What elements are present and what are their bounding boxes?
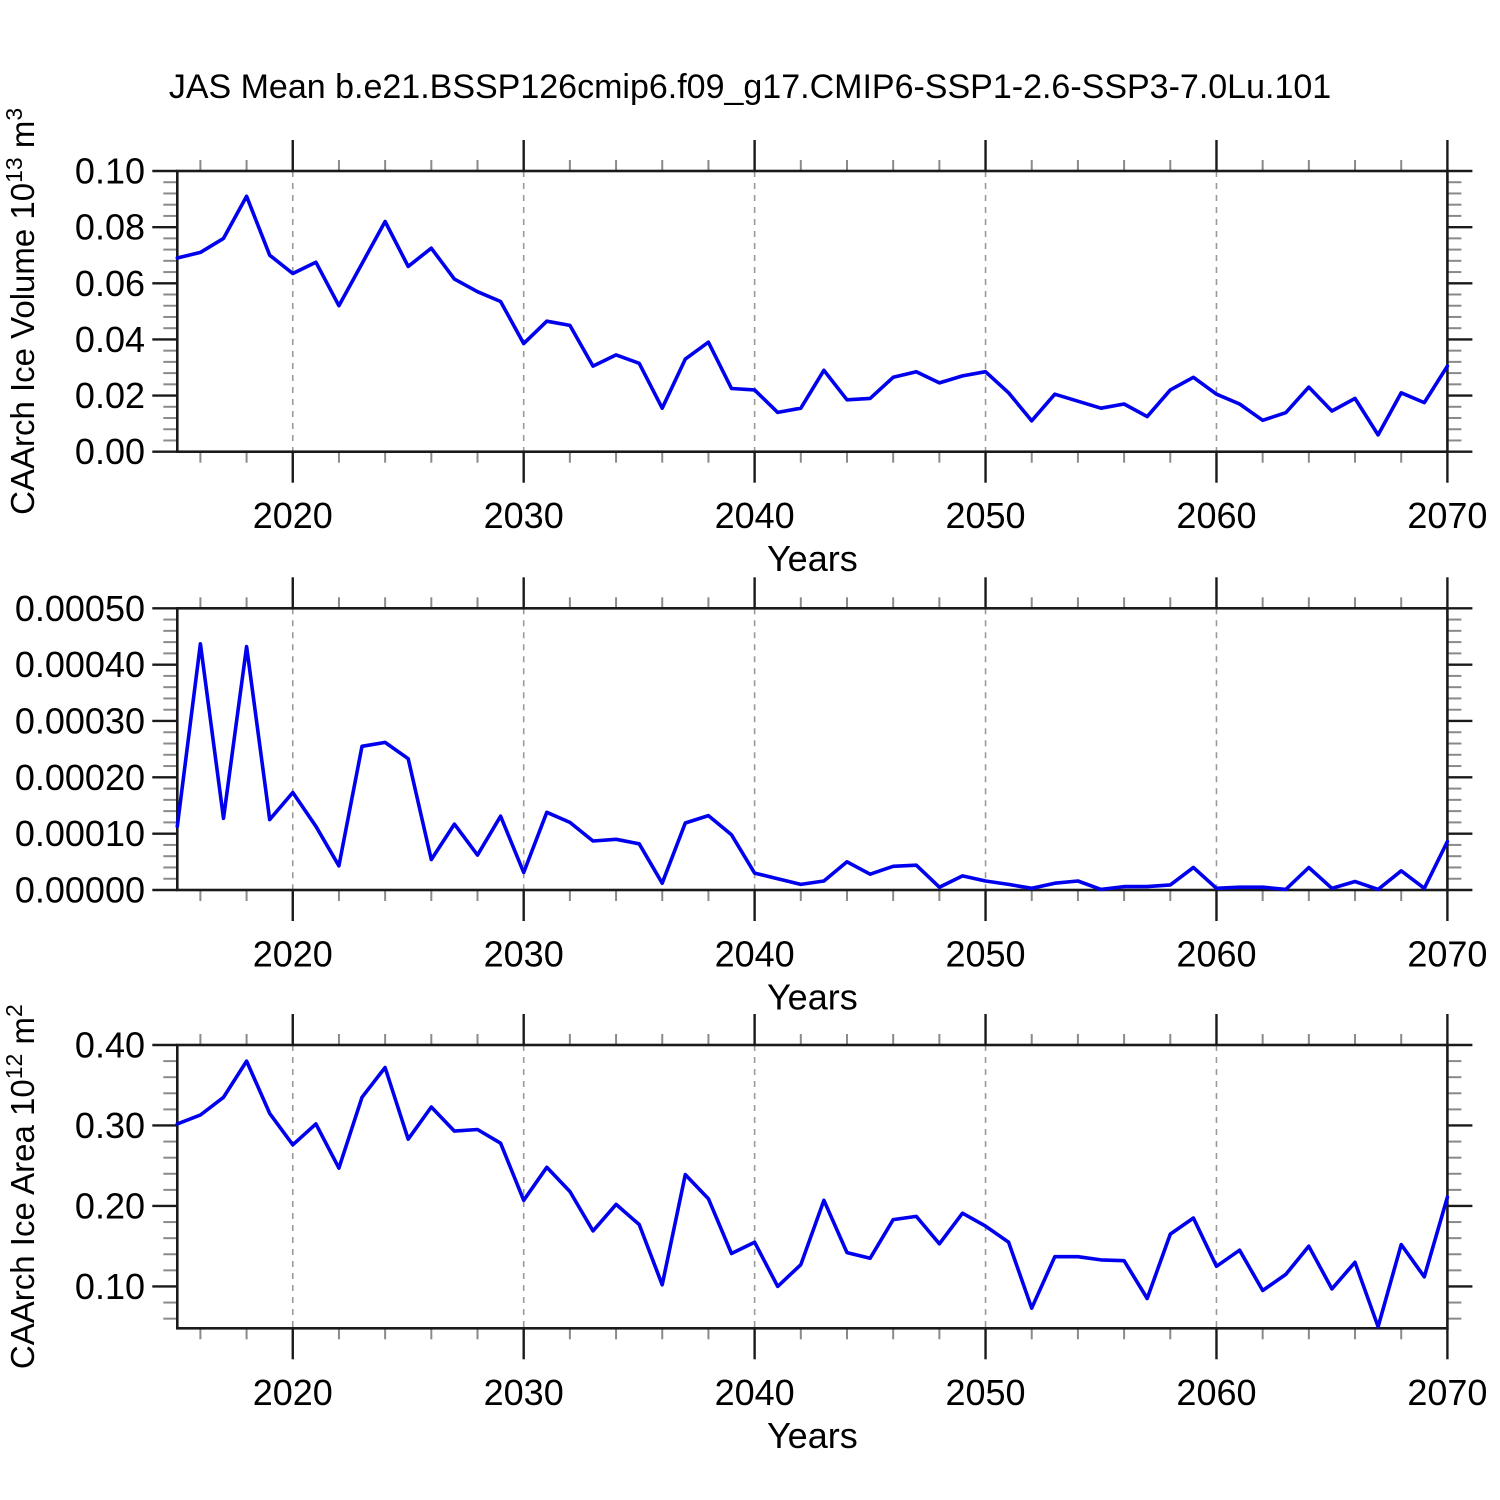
panel-3: 2020 2030 2040 2050 2060 2070 0.10 0.20 0.30 0.40… <box>1 1004 1487 1456</box>
x-tick-label: 2040 <box>715 1372 795 1413</box>
x-tick-label: 2040 <box>715 934 795 975</box>
panel-2-series-line <box>175 641 1450 892</box>
y-tick-label: 0.00030 <box>15 700 145 741</box>
plot-frame <box>176 1043 1449 1330</box>
y-tick-label: 0.04 <box>75 319 145 360</box>
y-tick-label: 0.00050 <box>15 588 145 629</box>
y-tick-label: 0.20 <box>75 1185 145 1226</box>
x-tick-label: 2020 <box>253 934 333 975</box>
x-axis-title: Years <box>767 977 858 1018</box>
y-tick-label: 0.00040 <box>15 644 145 685</box>
y-tick-label: 0.00020 <box>15 757 145 798</box>
panel-1: 2020 2030 2040 2050 2060 2070 0.00 0.02 0.04 0.06… <box>1 108 1487 579</box>
y-tick-label: 0.00010 <box>15 813 145 854</box>
y-tick-label: 0.08 <box>75 207 145 248</box>
y-tick-label: 0.02 <box>75 375 145 416</box>
x-tick-label: 2030 <box>484 1372 564 1413</box>
panel-3-series-line <box>175 1059 1450 1329</box>
x-tick-label: 2020 <box>253 1372 333 1413</box>
x-tick-label: 2060 <box>1176 934 1256 975</box>
x-tick-label: 2070 <box>1407 1372 1487 1413</box>
x-tick-label: 2070 <box>1407 934 1487 975</box>
y-tick-label: 0.40 <box>75 1025 145 1066</box>
x-axis-title: Years <box>767 538 858 579</box>
y-axis-title: CAArch Ice Area 1012 m2 <box>1 1004 41 1369</box>
x-tick-label: 2050 <box>945 1372 1025 1413</box>
x-tick-label: 2050 <box>945 934 1025 975</box>
plot-frame <box>176 169 1449 454</box>
x-tick-label: 2030 <box>484 934 564 975</box>
y-tick-label: 0.30 <box>75 1105 145 1146</box>
y-tick-label: 0.00000 <box>15 870 145 911</box>
y-tick-label: 0.10 <box>75 1266 145 1307</box>
y-tick-label: 0.10 <box>75 151 145 192</box>
panel-1-series-line <box>175 194 1450 437</box>
plot-frame <box>176 606 1449 892</box>
x-tick-label: 2020 <box>253 495 333 536</box>
x-tick-label: 2070 <box>1407 495 1487 536</box>
x-tick-label: 2060 <box>1176 495 1256 536</box>
x-tick-label: 2040 <box>715 495 795 536</box>
x-tick-label: 2060 <box>1176 1372 1256 1413</box>
y-tick-label: 0.06 <box>75 263 145 304</box>
x-tick-label: 2050 <box>945 495 1025 536</box>
y-tick-label: 0.00 <box>75 431 145 472</box>
x-axis-title: Years <box>767 1415 858 1456</box>
figure-title: JAS Mean b.e21.BSSP126cmip6.f09_g17.CMIP… <box>168 68 1332 106</box>
y-axis-title: CAArch Ice Volume 1013 m3 <box>1 108 41 515</box>
panel-2: 2020 2030 2040 2050 2060 2070 0.00000 0.00010 0.… <box>15 577 1487 1018</box>
x-tick-label: 2030 <box>484 495 564 536</box>
